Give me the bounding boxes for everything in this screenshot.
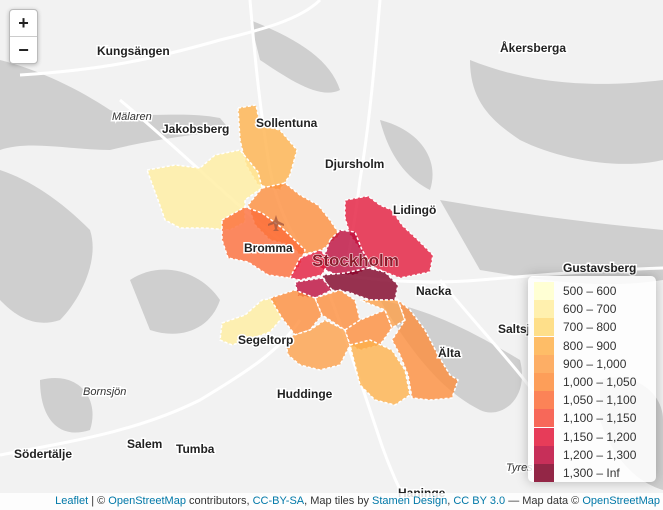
ccby-link[interactable]: CC BY 3.0	[453, 495, 506, 507]
legend-swatch	[534, 300, 554, 319]
legend-swatch	[534, 336, 554, 355]
label-jakobsberg: Jakobsberg	[162, 122, 229, 136]
legend-swatch	[534, 445, 554, 464]
legend-item: 1,150 – 1,200	[534, 427, 650, 446]
label-akersberga: Åkersberga	[500, 40, 566, 55]
legend-swatch	[534, 463, 554, 482]
region-segeltorp[interactable]	[219, 297, 283, 346]
legend-swatch	[534, 354, 554, 373]
label-saltsjobaden: Saltsj	[498, 322, 530, 336]
label-djursholm: Djursholm	[325, 157, 384, 171]
legend-swatch	[534, 391, 554, 410]
legend-item: 900 – 1,000	[534, 354, 650, 373]
stamen-link[interactable]: Stamen Design	[372, 495, 448, 507]
attribution-sep: | ©	[88, 495, 109, 507]
legend-swatch	[534, 427, 554, 446]
legend-label: 1,050 – 1,100	[563, 393, 637, 408]
legend-label: 1,000 – 1,050	[563, 375, 637, 390]
legend-swatch	[534, 318, 554, 337]
zoom-in-button[interactable]: +	[10, 10, 37, 37]
label-kungsangen: Kungsängen	[97, 44, 170, 58]
region-jakobsberg[interactable]	[145, 149, 263, 231]
attribution-bar: Leaflet | © OpenStreetMap contributors, …	[0, 493, 663, 510]
ccbysa-link[interactable]: CC-BY-SA	[252, 495, 305, 507]
label-gustavsberg: Gustavsberg	[563, 261, 636, 275]
legend-label: 1,100 – 1,150	[563, 411, 637, 426]
label-segeltorp: Segeltorp	[238, 333, 293, 347]
legend-label: 500 – 600	[563, 284, 617, 299]
airport-icon	[268, 215, 284, 231]
region-south-a[interactable]	[284, 319, 351, 371]
label-bromma: Bromma	[244, 241, 293, 255]
label-nacka: Nacka	[416, 284, 452, 298]
zoom-control: + −	[9, 9, 38, 64]
legend-label: 1,150 – 1,200	[563, 429, 637, 444]
place-labels: Kungsängen Åkersberga Mälaren Jakobsberg…	[13, 39, 638, 502]
region-hagersten[interactable]	[313, 289, 361, 331]
legend-item: 700 – 800	[534, 318, 650, 337]
legend-item: 500 – 600	[534, 282, 650, 301]
label-lidingo: Lidingö	[393, 203, 436, 217]
legend-item: 1,100 – 1,150	[534, 409, 650, 428]
legend-label: 700 – 800	[563, 320, 617, 335]
osm-link[interactable]: OpenStreetMap	[108, 495, 186, 507]
legend-item: 1,050 – 1,100	[534, 391, 650, 410]
legend-label: 600 – 700	[563, 302, 617, 317]
label-tumba: Tumba	[176, 442, 215, 456]
label-bornsjon: Bornsjön	[83, 386, 126, 398]
legend-swatch	[534, 373, 554, 392]
label-tyreso: Tyres	[506, 462, 533, 474]
label-huddinge: Huddinge	[277, 387, 333, 401]
zoom-out-button[interactable]: −	[18, 40, 29, 60]
legend-swatch	[534, 282, 554, 301]
map-legend: 500 – 600 600 – 700 700 – 800 800 – 900 900 …	[528, 276, 656, 482]
legend-label: 900 – 1,000	[563, 356, 627, 371]
legend-label: 1,200 – 1,300	[563, 447, 637, 462]
region-alta[interactable]	[391, 297, 459, 401]
region-farsta[interactable]	[349, 339, 411, 406]
attribution-comma: ,	[447, 495, 454, 507]
legend-item: 600 – 700	[534, 300, 650, 319]
legend-item: 1,300 – Inf	[534, 463, 650, 482]
leaflet-link[interactable]: Leaflet	[55, 495, 89, 507]
attribution-tiles: , Map tiles by	[304, 495, 373, 507]
label-alta: Älta	[438, 345, 461, 360]
label-malaren: Mälaren	[112, 111, 152, 123]
legend-label: 800 – 900	[563, 338, 617, 353]
region-nacka-west[interactable]	[359, 299, 406, 330]
label-salem: Salem	[127, 437, 162, 451]
legend-item: 1,000 – 1,050	[534, 373, 650, 392]
legend-label: 1,300 – Inf	[563, 465, 620, 480]
attribution-mapdata: — Map data ©	[505, 495, 583, 507]
region-southwest[interactable]	[268, 289, 323, 336]
label-stockholm: Stockholm	[312, 251, 399, 270]
legend-swatch	[534, 409, 554, 428]
legend-item: 800 – 900	[534, 336, 650, 355]
label-sollentuna: Sollentuna	[256, 116, 318, 130]
label-sodertalje: Södertälje	[14, 447, 72, 461]
legend-item: 1,200 – 1,300	[534, 445, 650, 464]
osm-link-2[interactable]: OpenStreetMap	[582, 495, 660, 507]
choropleth-regions	[145, 104, 459, 406]
attribution-contrib: contributors,	[185, 495, 253, 507]
